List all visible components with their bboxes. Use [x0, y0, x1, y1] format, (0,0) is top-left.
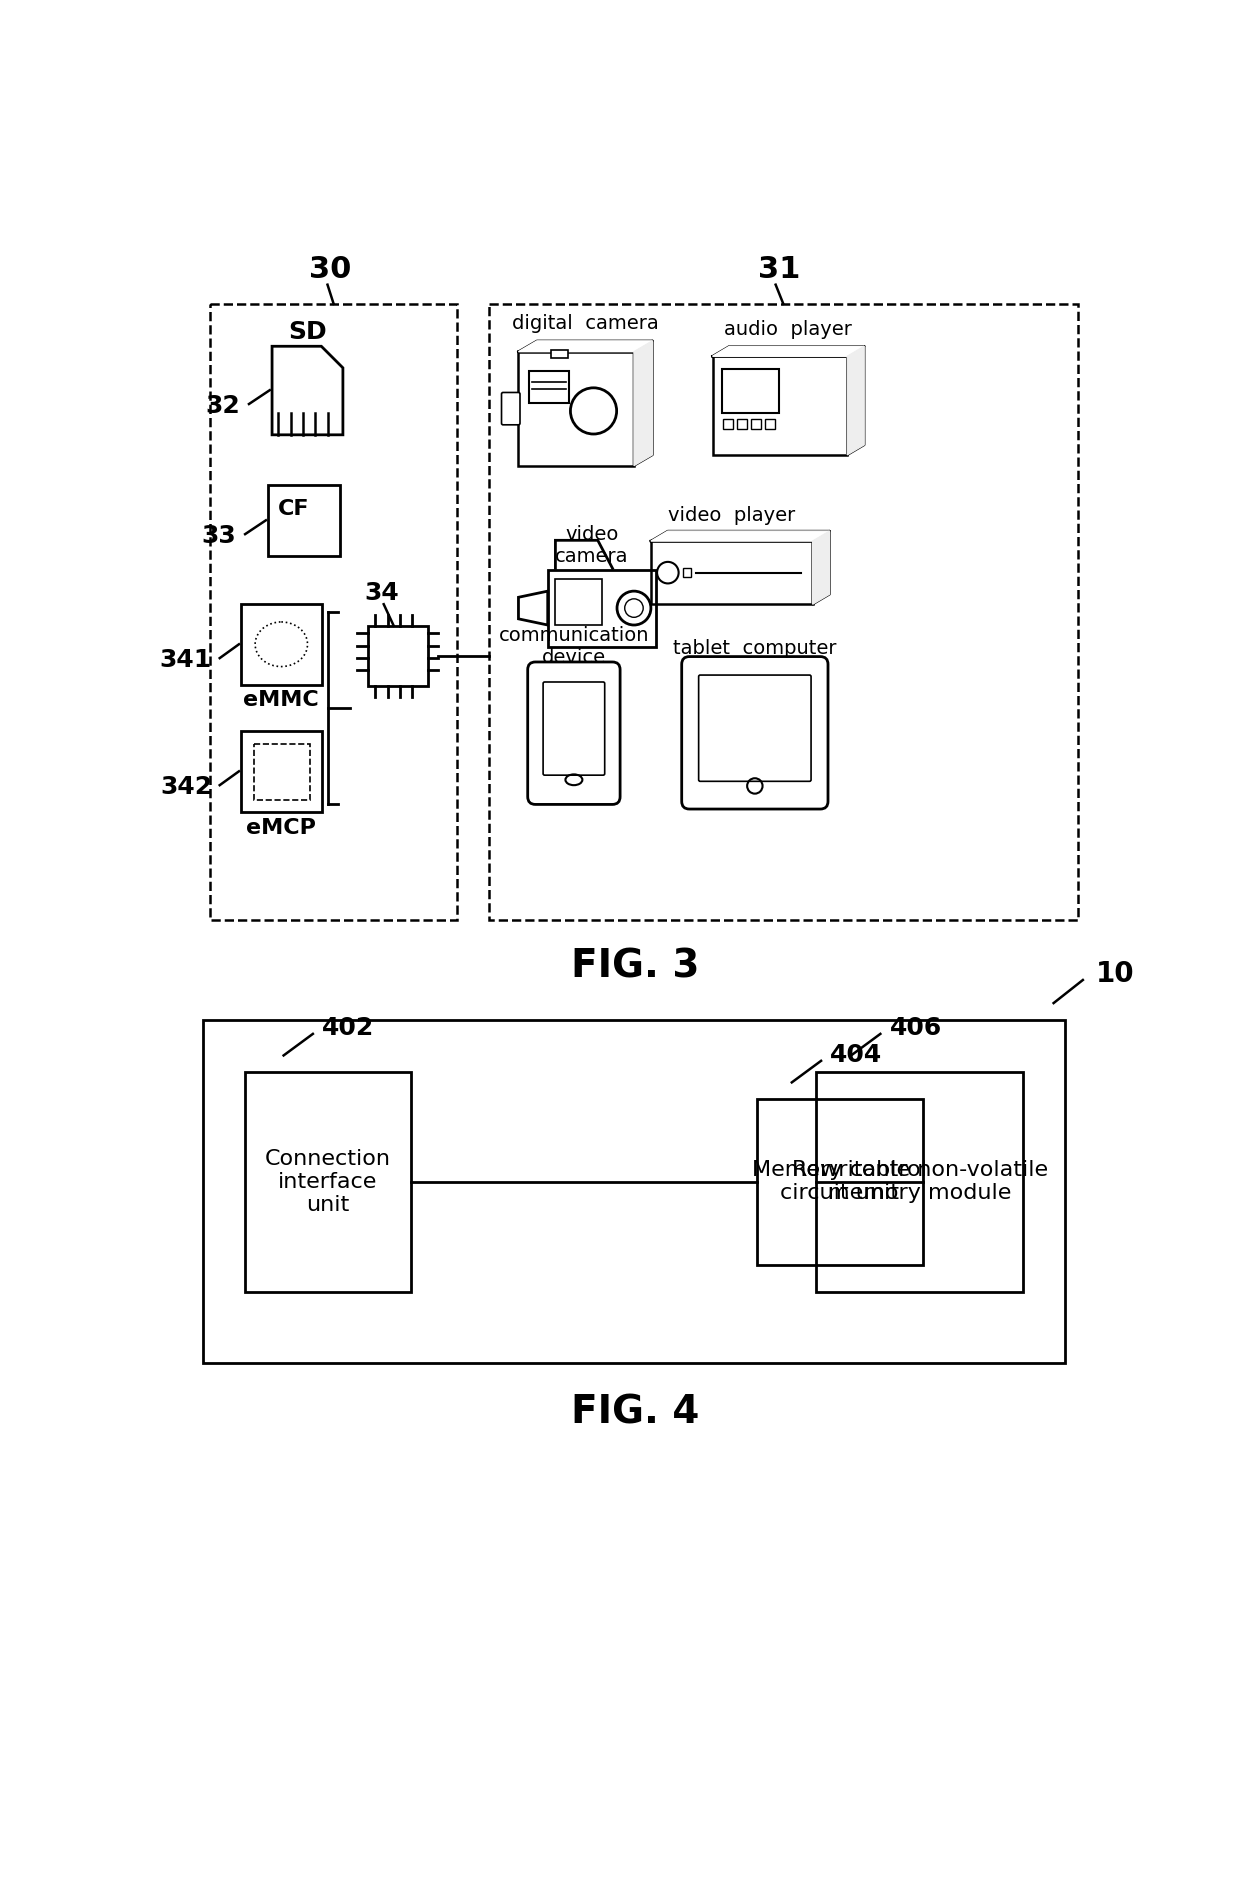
Text: 32: 32 — [205, 393, 239, 418]
Text: eMMC: eMMC — [243, 690, 319, 711]
Polygon shape — [812, 531, 830, 605]
Text: audio  player: audio player — [724, 320, 852, 338]
Polygon shape — [518, 340, 652, 352]
Polygon shape — [847, 346, 864, 456]
Text: Memory control
circuit unit: Memory control circuit unit — [753, 1159, 928, 1203]
Text: 31: 31 — [759, 255, 801, 284]
Text: 404: 404 — [831, 1042, 883, 1067]
Text: SD: SD — [288, 320, 327, 344]
Text: 402: 402 — [322, 1015, 374, 1040]
Text: tablet  computer: tablet computer — [673, 639, 837, 658]
Text: FIG. 4: FIG. 4 — [572, 1394, 699, 1431]
Text: eMCP: eMCP — [247, 817, 316, 838]
Polygon shape — [651, 531, 830, 541]
Text: 34: 34 — [365, 581, 399, 605]
Text: FIG. 3: FIG. 3 — [572, 947, 699, 985]
Text: 30: 30 — [309, 255, 351, 284]
Polygon shape — [713, 346, 864, 356]
Text: video
camera: video camera — [554, 526, 629, 565]
Text: digital  camera: digital camera — [512, 314, 658, 333]
Text: Rewritable non-volatile
memory module: Rewritable non-volatile memory module — [791, 1159, 1048, 1203]
Text: CF: CF — [278, 499, 309, 518]
Text: 406: 406 — [889, 1015, 942, 1040]
Text: 341: 341 — [160, 647, 212, 671]
Text: 342: 342 — [160, 775, 212, 798]
Text: 33: 33 — [201, 524, 236, 548]
Polygon shape — [634, 340, 652, 465]
Text: video  player: video player — [668, 507, 795, 526]
Text: communication
device: communication device — [498, 626, 650, 668]
Text: 10: 10 — [1096, 961, 1135, 987]
FancyBboxPatch shape — [501, 393, 520, 425]
Text: Connection
interface
unit: Connection interface unit — [264, 1148, 391, 1214]
FancyBboxPatch shape — [551, 350, 568, 357]
